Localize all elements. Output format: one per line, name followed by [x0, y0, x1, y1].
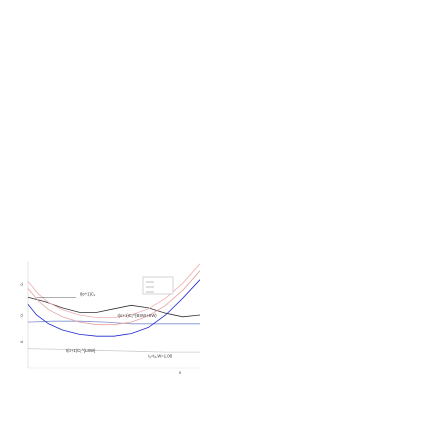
annotation-label: t₁=t₂,W=1.08: [148, 353, 172, 358]
y-tick-labels: 0. 0. 0.: [19, 282, 24, 343]
legend: [142, 276, 174, 295]
y-tick-label: 0.: [19, 313, 24, 316]
y-tick-label: 0.: [19, 282, 24, 285]
annotation-label: I(σ+1)C₁^{BSW+SW}: [117, 313, 157, 318]
axes: [27, 262, 200, 369]
series-line-4: [27, 279, 201, 337]
series-layer: [27, 263, 201, 353]
annotation-label: I(σ+1)C₁^{LSW}: [66, 348, 96, 353]
series-line-5: [27, 270, 201, 326]
series-line-1: [27, 296, 201, 318]
y-tick-label: 0.: [19, 340, 24, 343]
series-line-6: [27, 263, 201, 318]
series-line-2: [27, 320, 200, 325]
x-tick-labels: 0: [179, 370, 182, 375]
series-line-3: [27, 348, 200, 353]
x-tick-label: 0: [179, 370, 182, 375]
annotations: I(σ+1)C₁ I(σ+1)C₁^{BSW+SW} I(σ+1)C₁^{LSW} t…: [36, 292, 173, 358]
annotation-label: I(σ+1)C₁: [80, 292, 96, 297]
legend-box: [142, 276, 174, 295]
